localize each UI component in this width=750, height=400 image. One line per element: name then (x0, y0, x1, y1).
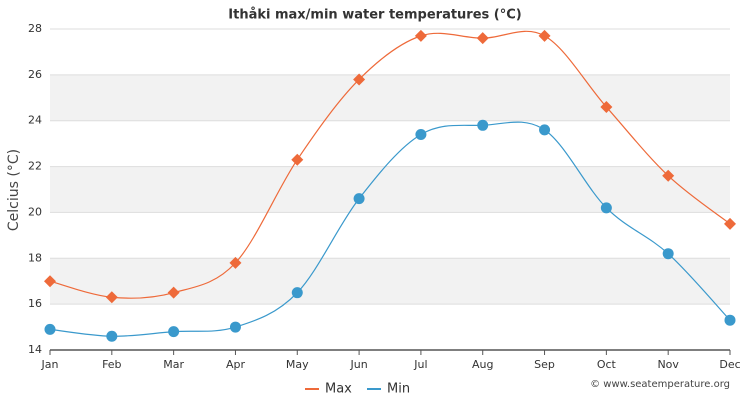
y-tick-label: 16 (28, 297, 42, 310)
y-axis-title: Celcius (°C) (6, 149, 22, 231)
legend-label: Min (387, 382, 410, 397)
point-marker (724, 217, 736, 230)
point-marker (477, 119, 489, 131)
x-tick-label: Nov (657, 358, 679, 371)
y-tick-label: 24 (28, 114, 42, 127)
point-marker (662, 169, 675, 182)
point-marker (724, 314, 736, 326)
y-tick-label: 22 (28, 160, 42, 173)
point-marker (600, 100, 613, 113)
x-tick-label: Sep (534, 358, 555, 371)
x-tick-label: Dec (719, 358, 740, 371)
x-tick-label: Jul (413, 358, 427, 371)
y-tick-label: 20 (28, 205, 42, 218)
point-marker (167, 286, 180, 299)
x-tick-label: Jun (349, 358, 367, 371)
point-marker (662, 248, 674, 260)
point-marker (168, 326, 180, 338)
grid-band (50, 166, 730, 213)
x-tick-label: Mar (163, 358, 184, 371)
chart-title: Ithåki max/min water temperatures (°C) (228, 8, 521, 23)
legend-label: Max (325, 382, 352, 397)
x-tick-label: Jan (41, 358, 59, 371)
point-marker (539, 124, 551, 136)
y-tick-label: 14 (28, 343, 42, 356)
point-marker (229, 321, 241, 333)
point-marker (353, 73, 366, 86)
y-tick-label: 18 (28, 251, 42, 264)
point-marker (291, 287, 303, 299)
x-tick-label: Aug (472, 358, 493, 371)
point-marker (291, 153, 304, 166)
x-tick-label: Oct (597, 358, 617, 371)
point-marker (414, 29, 427, 42)
point-marker (476, 32, 489, 45)
y-tick-label: 28 (28, 22, 42, 35)
point-marker (538, 29, 551, 42)
x-tick-label: Feb (102, 358, 121, 371)
x-tick-label: Apr (226, 358, 246, 371)
point-marker (415, 128, 427, 140)
point-marker (353, 193, 365, 205)
point-marker (105, 291, 118, 304)
grid-band (50, 74, 730, 121)
y-tick-label: 26 (28, 68, 42, 81)
point-marker (44, 275, 56, 288)
point-marker (600, 202, 612, 214)
source-note: © www.seatemperature.org (590, 379, 730, 390)
x-tick-label: May (286, 358, 309, 371)
point-marker (229, 256, 242, 269)
point-marker (44, 323, 56, 335)
point-marker (106, 330, 118, 342)
grid-band (50, 258, 730, 305)
